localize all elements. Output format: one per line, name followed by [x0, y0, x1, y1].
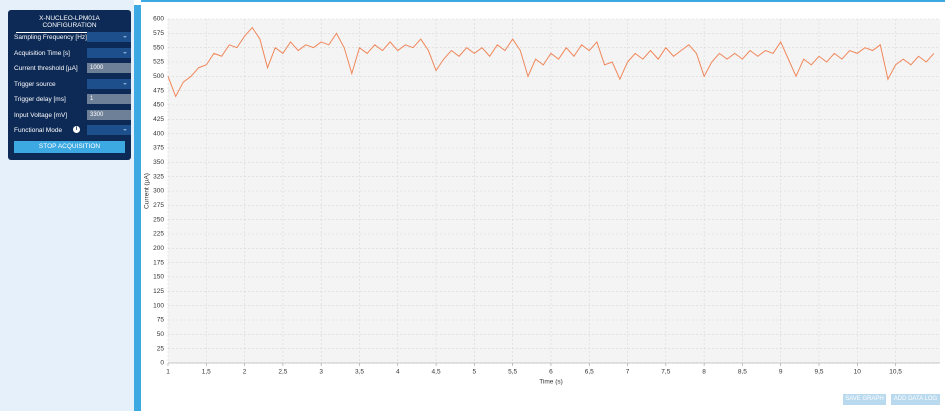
field-label: Acquisition Time [s]: [14, 49, 70, 57]
x-tick-label: 6,5: [585, 369, 594, 376]
form-row: Trigger source: [14, 78, 131, 90]
data-line: [167, 26, 935, 98]
text-input[interactable]: 3300: [87, 109, 131, 120]
info-icon[interactable]: i: [73, 126, 80, 133]
y-tick-label: 275: [153, 202, 164, 209]
field-label: Trigger source: [14, 80, 56, 88]
x-tick-label: 2,5: [278, 369, 287, 376]
dropdown[interactable]: [87, 32, 131, 42]
y-tick-label: 225: [153, 231, 164, 238]
x-tick-label: 8: [702, 369, 706, 376]
y-tick-label: 500: [153, 73, 164, 80]
y-tick-label: 300: [153, 188, 164, 195]
x-tick-label: 7: [626, 369, 630, 376]
save-graph-button[interactable]: SAVE GRAPH: [843, 394, 886, 405]
x-tick-label: 10,5: [889, 369, 902, 376]
field-label: Trigger delay [ms]: [14, 96, 66, 103]
x-tick-label: 5: [473, 369, 477, 376]
field-label: Sampling Frequency [Hz]: [14, 34, 87, 41]
x-tick-label: 1: [166, 369, 170, 376]
form-row: Functional Mode i: [14, 125, 131, 136]
dropdown[interactable]: [87, 78, 131, 89]
field-label: Current threshold [µA]: [14, 65, 78, 72]
x-tick-label: 1,5: [202, 369, 211, 376]
add-data-log-button[interactable]: ADD DATA LOG: [891, 394, 940, 405]
text-input[interactable]: 1000: [87, 63, 131, 73]
x-tick-label: 3: [319, 369, 323, 376]
y-tick-label: 0: [160, 360, 164, 367]
dropdown[interactable]: [87, 47, 131, 58]
y-axis-label: Current (µA): [144, 173, 151, 209]
top-line: [141, 0, 945, 2]
form-row: Input Voltage [mV] 3300: [14, 109, 131, 121]
y-tick-label: 375: [153, 145, 164, 152]
y-tick-label: 25: [157, 345, 165, 352]
text-input[interactable]: 1: [87, 94, 131, 104]
field-label: Input Voltage [mV]: [14, 111, 68, 119]
x-tick-label: 2: [243, 369, 247, 376]
form-row: Current threshold [µA] 1000: [14, 63, 131, 74]
x-tick-label: 6: [549, 369, 553, 376]
x-axis-label: Time (s): [539, 379, 563, 386]
y-tick-label: 250: [153, 216, 164, 223]
y-tick-label: 575: [153, 30, 164, 37]
x-tick-label: 7,5: [661, 369, 670, 376]
y-tick-label: 100: [153, 302, 164, 309]
y-tick-label: 475: [153, 87, 164, 94]
dropdown[interactable]: [87, 125, 131, 135]
stop-button[interactable]: STOP ACQUISITION: [14, 141, 125, 153]
collapse-bar[interactable]: [134, 5, 141, 411]
x-tick-label: 5,5: [508, 369, 517, 376]
y-tick-label: 525: [153, 59, 164, 66]
y-tick-label: 75: [157, 317, 165, 324]
y-tick-label: 175: [153, 259, 164, 266]
config-panel: X-NUCLEO-LPM01A CONFIGURATION STOP ACQUI…: [8, 10, 131, 160]
y-tick-label: 600: [153, 16, 164, 23]
y-tick-label: 125: [153, 288, 164, 295]
form-row: Acquisition Time [s]: [14, 47, 131, 59]
y-tick-label: 200: [153, 245, 164, 252]
chart: Current (µA) Time (s) 025507510012515017…: [144, 16, 940, 386]
x-tick-label: 9: [779, 369, 783, 376]
y-tick-label: 550: [153, 44, 164, 51]
y-tick-label: 350: [153, 159, 164, 166]
field-label: Functional Mode: [14, 127, 63, 134]
x-tick-label: 10: [854, 369, 862, 376]
y-tick-label: 450: [153, 102, 164, 109]
form-row: Sampling Frequency [Hz]: [14, 32, 131, 43]
y-tick-label: 50: [157, 331, 165, 338]
y-tick-label: 425: [153, 116, 164, 123]
x-tick-label: 4: [396, 369, 400, 376]
y-tick-label: 325: [153, 173, 164, 180]
panel-title: X-NUCLEO-LPM01A CONFIGURATION: [16, 10, 123, 33]
y-tick-label: 150: [153, 274, 164, 281]
x-tick-label: 8,5: [738, 369, 747, 376]
form-row: Trigger delay [ms] 1: [14, 94, 131, 105]
x-tick-label: 4,5: [432, 369, 441, 376]
x-tick-label: 9,5: [814, 369, 823, 376]
y-tick-label: 400: [153, 130, 164, 137]
x-tick-label: 3,5: [355, 369, 364, 376]
